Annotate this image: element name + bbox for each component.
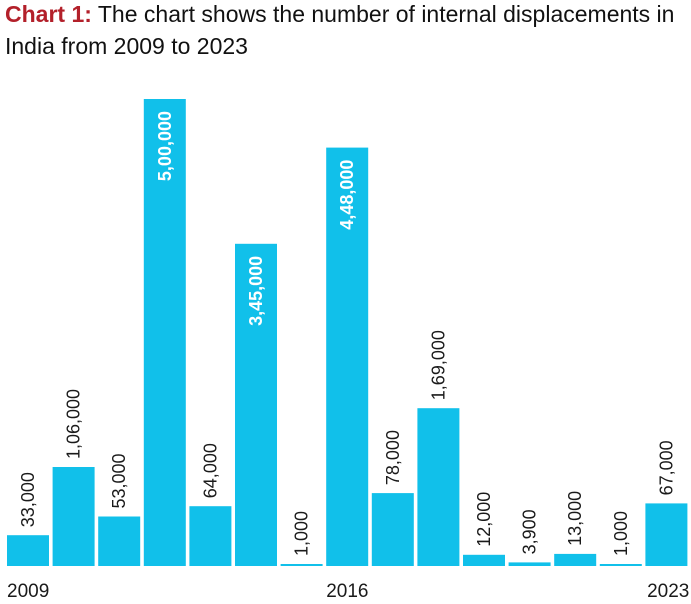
bar-2020 (508, 562, 551, 566)
data-label-2010: 1,06,000 (64, 389, 84, 459)
data-labels-group: 33,000 1,06,000 53,000 5,00,000 64,000 3,45,0… (18, 111, 676, 556)
x-tick-labels-group: 2009 2016 2023 (7, 581, 689, 602)
chart-title-rest: The chart shows the number of internal d… (5, 1, 675, 59)
data-label-2015: 1,000 (292, 511, 312, 556)
bar-2012 (143, 99, 186, 566)
chart-title: Chart 1: The chart shows the number of i… (5, 0, 685, 62)
x-tick-2016: 2016 (326, 581, 368, 602)
chart-title-lead: Chart 1: (5, 1, 92, 27)
bar-2018 (417, 408, 460, 566)
data-label-2009: 33,000 (18, 472, 38, 527)
bars-group (7, 99, 688, 567)
bar-2011 (98, 516, 141, 566)
bar-2013 (189, 506, 232, 566)
data-label-2017: 78,000 (383, 430, 403, 485)
data-label-2020: 3,900 (520, 509, 540, 554)
bar-2016 (326, 147, 369, 566)
data-label-2021: 13,000 (565, 491, 585, 546)
bar-2017 (371, 493, 414, 566)
bar-2014 (235, 243, 277, 567)
bar-2023 (645, 503, 688, 566)
data-label-2013: 64,000 (200, 443, 220, 498)
bar-2010 (52, 467, 95, 566)
x-tick-2009: 2009 (7, 581, 49, 602)
data-label-2016: 4,48,000 (337, 160, 357, 230)
data-label-2011: 53,000 (109, 453, 129, 508)
data-label-2014: 3,45,000 (246, 256, 266, 326)
bar-2019 (463, 554, 505, 566)
x-tick-2023: 2023 (647, 581, 689, 602)
data-label-2018: 1,69,000 (428, 330, 448, 400)
data-label-2022: 1,000 (611, 511, 631, 556)
bar-2015 (280, 564, 323, 566)
data-label-2012: 5,00,000 (155, 111, 175, 181)
bar-2021 (554, 553, 597, 566)
bar-2009 (7, 535, 49, 566)
data-label-2023: 67,000 (656, 440, 676, 495)
bar-2022 (599, 564, 642, 566)
data-label-2019: 12,000 (474, 492, 494, 547)
